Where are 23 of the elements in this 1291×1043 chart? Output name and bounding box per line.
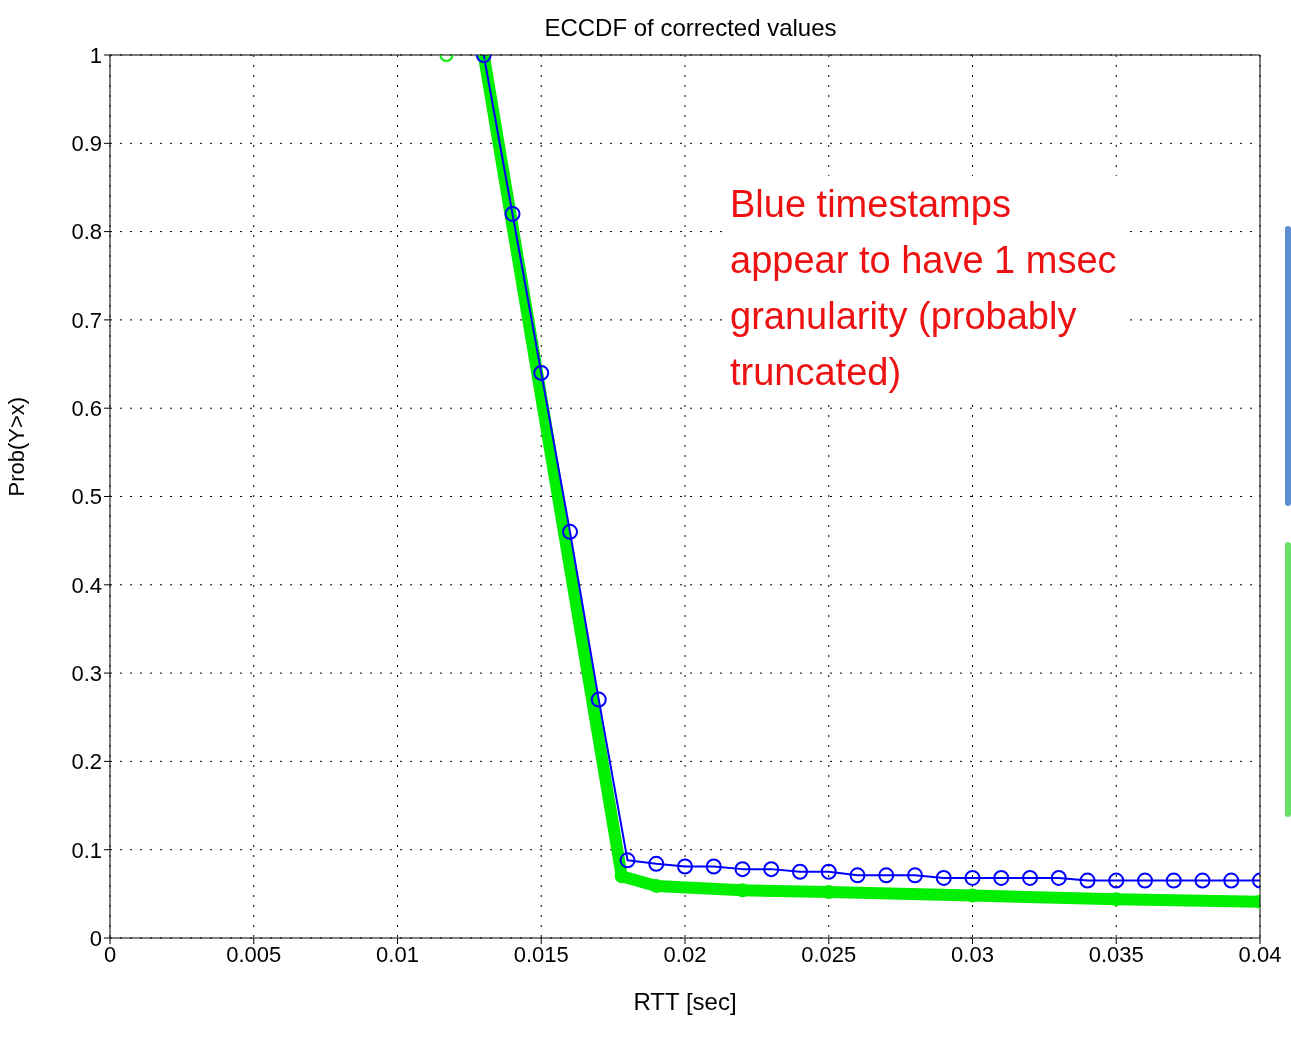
y-axis-title: Prob(Y>x) (3, 396, 29, 497)
x-axis-title: RTT [sec] (633, 988, 737, 1015)
y-tick-label: 0.9 (71, 131, 102, 157)
x-tick-label: 0.025 (801, 941, 857, 967)
y-tick-label: 0.1 (71, 837, 102, 863)
x-tick-label: 0.015 (513, 941, 569, 967)
x-tick-label: 0.02 (663, 941, 707, 967)
x-tick-label: 0.04 (1238, 941, 1282, 967)
y-tick-label: 0 (89, 925, 102, 951)
y-tick-label: 0.3 (71, 660, 102, 686)
y-tick-label: 0.6 (71, 396, 102, 422)
x-tick-label: 0.01 (376, 941, 419, 967)
annotation: Blue timestamps appear to have 1 msec granularity (probably truncated) (730, 176, 1125, 400)
x-tick-label: 0.005 (226, 941, 282, 967)
y-tick-label: 1 (89, 42, 102, 68)
y-tick-label: 0.8 (71, 219, 102, 245)
x-tick-label: 0.035 (1088, 941, 1144, 967)
y-tick-label: 0.5 (71, 484, 102, 510)
chart-title: ECCDF of corrected values (543, 14, 838, 42)
y-tick-label: 0.4 (71, 572, 102, 598)
y-tick-label: 0.7 (71, 307, 102, 333)
x-tick-label: 0.03 (951, 941, 994, 967)
y-tick-label: 0.2 (71, 749, 102, 775)
